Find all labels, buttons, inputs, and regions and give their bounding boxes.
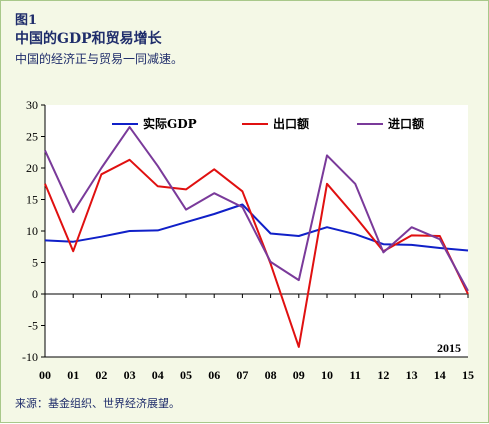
x-tick-label: 13 [406, 368, 418, 382]
plot-area [45, 105, 468, 357]
x-tick-label: 07 [236, 368, 248, 382]
series-line-2 [44, 158, 469, 348]
figure-number: 图1 [15, 13, 38, 28]
x-tick-label: 11 [350, 368, 361, 382]
series-line-3 [44, 126, 469, 292]
x-tick-label: 09 [293, 368, 305, 382]
x-tick-label: 05 [180, 368, 192, 382]
figure-title: 中国的GDP和贸易增长 [15, 31, 162, 47]
x-tick-label: 02 [95, 368, 107, 382]
y-tick-label: 10 [26, 224, 38, 238]
y-tick-label: 15 [26, 193, 38, 207]
x-tick-label: 00 [39, 368, 51, 382]
x-tick-label: 08 [265, 368, 277, 382]
figure-subtitle: 中国的经济正与贸易一同减速。 [15, 52, 184, 66]
legend-label: 实际GDP [143, 116, 197, 131]
y-tick-label: -10 [22, 350, 38, 364]
x-tick-label: 04 [152, 368, 164, 382]
legend: 实际GDP 出口额 进口额 [112, 116, 424, 131]
y-tick-label: 5 [32, 256, 38, 270]
x-tick-label: 03 [124, 368, 136, 382]
year-annotation: 2015 [437, 341, 461, 355]
x-tick-label: 15 [462, 368, 474, 382]
x-tick-label: 06 [208, 368, 220, 382]
x-tick-label: 01 [67, 368, 79, 382]
source-note: 来源：基金组织、世界经济展望。 [15, 397, 180, 410]
x-tick-label: 14 [434, 368, 446, 382]
y-tick-label: 25 [26, 130, 38, 144]
y-tick-label: 20 [26, 161, 38, 175]
series-lines [44, 126, 469, 348]
y-tick-label: 0 [32, 287, 38, 301]
x-tick-label: 10 [321, 368, 333, 382]
y-tick-label: -5 [28, 319, 38, 333]
x-tick-label: 12 [377, 368, 389, 382]
series-line-1 [44, 203, 469, 252]
legend-label: 进口额 [388, 116, 424, 131]
y-tick-label: 30 [26, 98, 38, 112]
legend-label: 出口额 [273, 116, 309, 131]
